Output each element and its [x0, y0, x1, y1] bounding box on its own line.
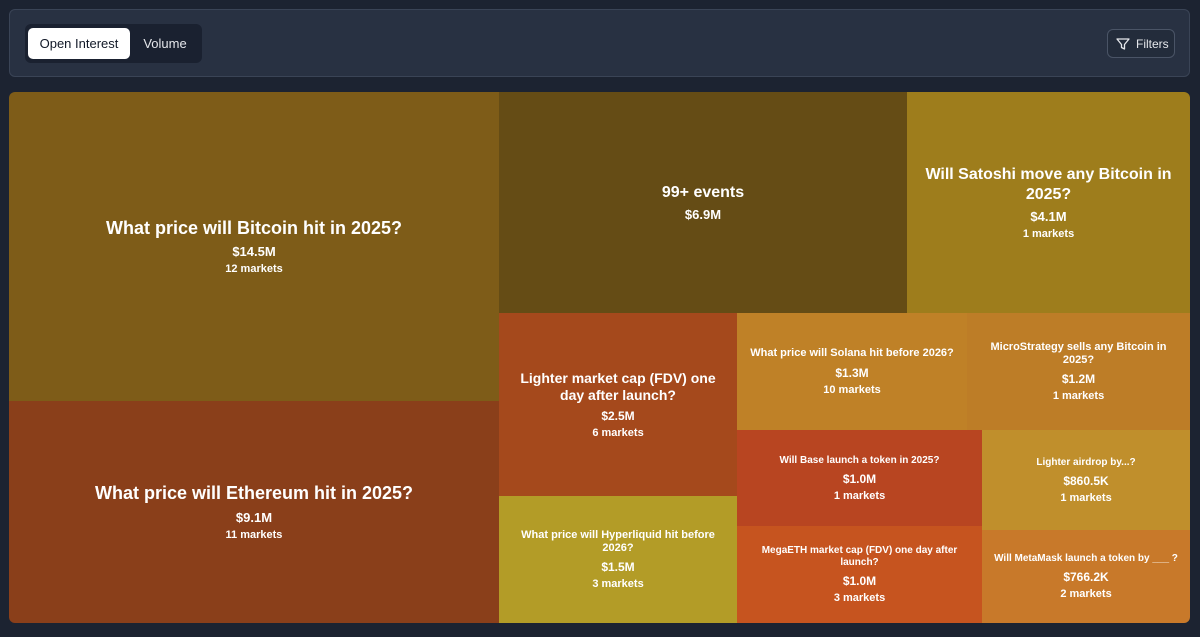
cell-markets: 12 markets	[225, 263, 283, 276]
cell-title: What price will Hyperliquid hit before 2…	[521, 528, 715, 554]
cell-title: Lighter market cap (FDV) one day after l…	[520, 370, 716, 403]
cell-markets: 1 markets	[1052, 390, 1105, 403]
cell-title: What price will Ethereum hit in 2025?	[94, 483, 414, 504]
cell-title: Will Base launch a token in 2025?	[779, 454, 940, 466]
cell-title: MicroStrategy sells any Bitcoin in 2025?	[990, 340, 1167, 366]
treemap-cell-base-token[interactable]: Will Base launch a token in 2025? $1.0M …	[737, 430, 982, 526]
treemap: What price will Bitcoin hit in 2025? $14…	[9, 92, 1190, 623]
cell-title: MegaETH market cap (FDV) one day after l…	[761, 545, 958, 568]
treemap-cell-metamask-token[interactable]: Will MetaMask launch a token by ___ ? $7…	[982, 530, 1190, 623]
metric-toggle: Open Interest Volume	[25, 24, 202, 63]
treemap-cell-hyperliquid-price[interactable]: What price will Hyperliquid hit before 2…	[499, 496, 737, 623]
cell-value: $1.5M	[601, 560, 635, 575]
treemap-cell-satoshi[interactable]: Will Satoshi move any Bitcoin in 2025? $…	[907, 92, 1190, 313]
cell-value: $1.0M	[842, 574, 877, 588]
tab-open-interest[interactable]: Open Interest	[28, 28, 130, 59]
cell-markets: 3 markets	[592, 578, 644, 591]
funnel-icon	[1116, 38, 1130, 50]
cell-value: $1.3M	[835, 365, 869, 380]
cell-title: Will MetaMask launch a token by ___ ?	[994, 553, 1178, 564]
filters-label: Filters	[1136, 37, 1169, 51]
cell-markets: 11 markets	[225, 528, 283, 541]
cell-value: $860.5K	[1063, 473, 1109, 488]
cell-markets: 1 markets	[1022, 227, 1075, 240]
cell-markets: 6 markets	[592, 426, 644, 439]
cell-value: $14.5M	[232, 244, 276, 260]
toolbar: Open Interest Volume Filters	[9, 9, 1190, 77]
tab-volume[interactable]: Volume	[143, 36, 187, 51]
treemap-cell-microstrategy[interactable]: MicroStrategy sells any Bitcoin in 2025?…	[967, 313, 1190, 430]
filters-button[interactable]: Filters	[1107, 29, 1175, 58]
cell-value: $6.9M	[684, 207, 722, 223]
cell-title: Will Satoshi move any Bitcoin in 2025?	[925, 166, 1172, 203]
cell-title: 99+ events	[661, 183, 745, 201]
cell-markets: 1 markets	[1060, 491, 1112, 504]
cell-value: $4.1M	[1030, 208, 1067, 224]
cell-value: $1.0M	[842, 471, 877, 486]
treemap-cell-lighter-airdrop[interactable]: Lighter airdrop by...? $860.5K 1 markets	[982, 430, 1190, 530]
treemap-cell-megaeth-fdv[interactable]: MegaETH market cap (FDV) one day after l…	[737, 526, 982, 623]
cell-value: $1.2M	[1061, 372, 1096, 387]
treemap-cell-lighter-fdv[interactable]: Lighter market cap (FDV) one day after l…	[499, 313, 737, 496]
cell-title: What price will Solana hit before 2026?	[750, 347, 954, 360]
cell-value: $766.2K	[1063, 570, 1109, 584]
cell-markets: 10 markets	[823, 383, 881, 396]
cell-title: Lighter airdrop by...?	[1036, 456, 1136, 468]
treemap-cell-solana-price[interactable]: What price will Solana hit before 2026? …	[737, 313, 967, 430]
cell-markets: 2 markets	[1060, 588, 1112, 600]
treemap-cell-bitcoin-price[interactable]: What price will Bitcoin hit in 2025? $14…	[9, 92, 499, 401]
cell-value: $9.1M	[235, 509, 273, 525]
cell-value: $2.5M	[601, 408, 635, 423]
cell-title: What price will Bitcoin hit in 2025?	[105, 217, 403, 238]
cell-markets: 1 markets	[833, 489, 886, 502]
treemap-cell-other-events[interactable]: 99+ events $6.9M	[499, 92, 907, 313]
treemap-cell-ethereum-price[interactable]: What price will Ethereum hit in 2025? $9…	[9, 401, 499, 623]
cell-markets: 3 markets	[833, 592, 886, 604]
